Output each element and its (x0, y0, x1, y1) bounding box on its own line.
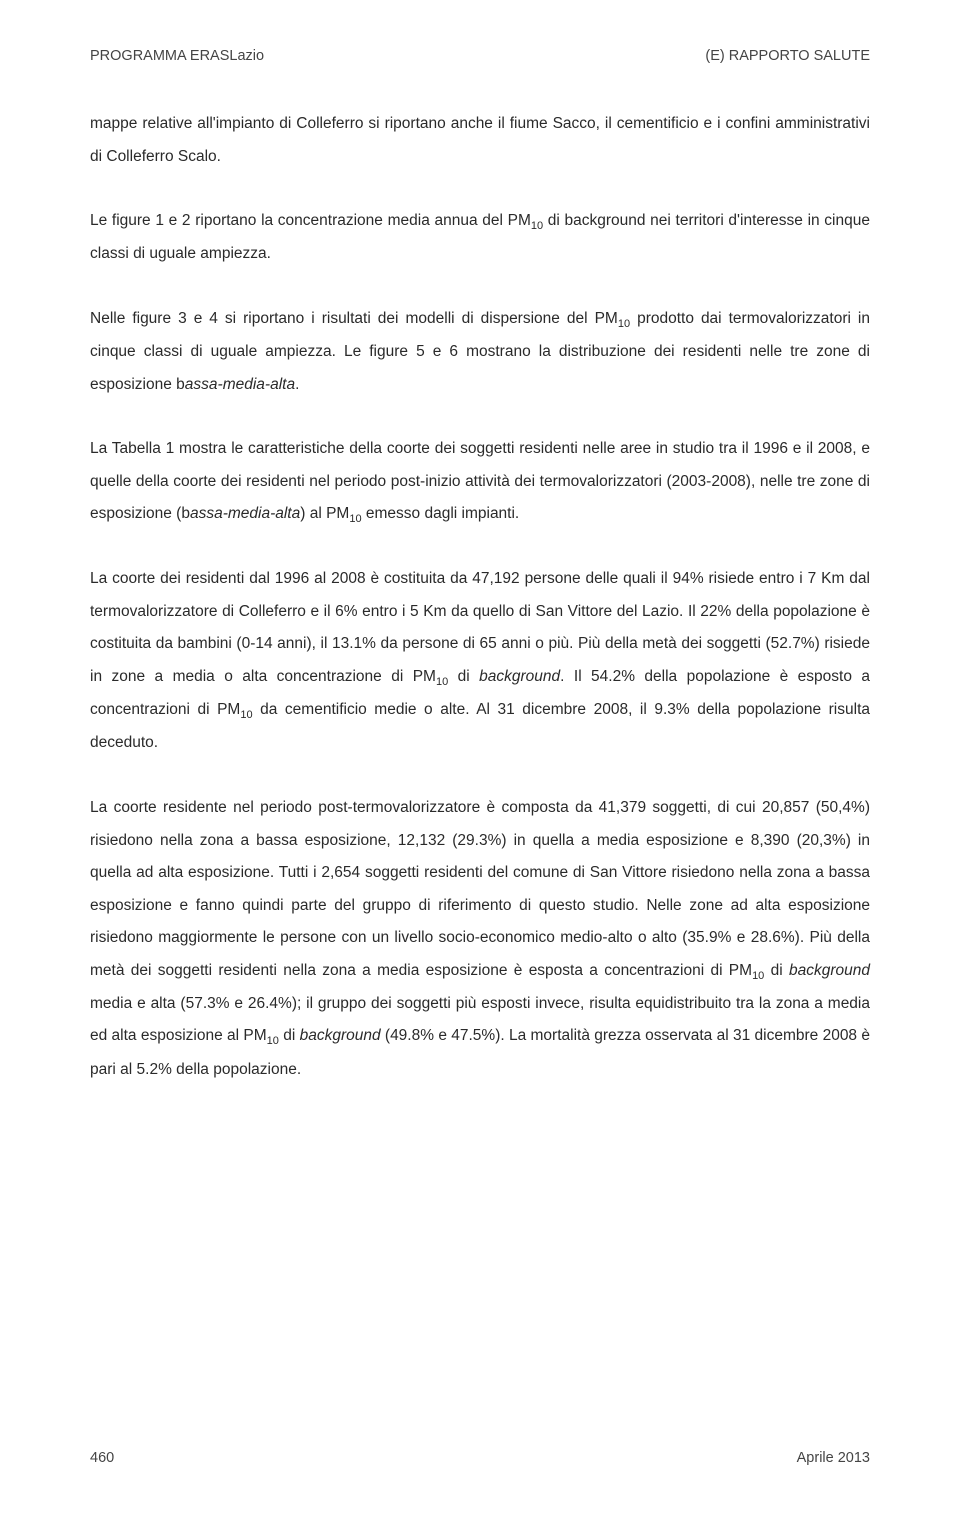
p4-italic: assa-media-alta (190, 505, 300, 522)
p6-text-e: di (279, 1027, 300, 1044)
header-left: PROGRAMMA ERASLazio (90, 48, 264, 64)
p4-text-c: ) al PM (300, 505, 349, 522)
page-header: PROGRAMMA ERASLazio (E) RAPPORTO SALUTE (90, 48, 870, 64)
paragraph-2: Le figure 1 e 2 riportano la concentrazi… (90, 205, 870, 271)
p3-sub: 10 (618, 318, 630, 330)
p2-text-a: Le figure 1 e 2 riportano la concentrazi… (90, 212, 531, 229)
paragraph-3: Nelle figure 3 e 4 si riportano i risult… (90, 303, 870, 401)
header-right: (E) RAPPORTO SALUTE (705, 48, 870, 64)
p5-text-b: di (448, 668, 479, 685)
paragraph-6: La coorte residente nel periodo post-ter… (90, 792, 870, 1086)
paragraph-5: La coorte dei residenti dal 1996 al 2008… (90, 563, 870, 760)
p5-italic1: background (479, 668, 560, 685)
p6-sub2: 10 (267, 1036, 279, 1048)
p6-text-b: di (764, 962, 789, 979)
p4-sub: 10 (349, 513, 361, 525)
p5-sub1: 10 (436, 676, 448, 688)
p1-text: mappe relative all'impianto di Colleferr… (90, 115, 870, 165)
p3-text-a: Nelle figure 3 e 4 si riportano i risult… (90, 310, 618, 327)
p2-sub: 10 (531, 220, 543, 232)
p3-text-d: . (295, 376, 299, 393)
p6-italic1: background (789, 962, 870, 979)
footer-page-number: 460 (90, 1450, 114, 1466)
p6-text-a: La coorte residente nel periodo post-ter… (90, 799, 870, 979)
paragraph-4: La Tabella 1 mostra le caratteristiche d… (90, 433, 870, 531)
p6-sub1: 10 (752, 970, 764, 982)
p3-italic: assa-media-alta (185, 376, 295, 393)
footer-date: Aprile 2013 (797, 1450, 870, 1466)
p5-sub2: 10 (240, 709, 252, 721)
page-footer: 460 Aprile 2013 (90, 1450, 870, 1466)
paragraph-1: mappe relative all'impianto di Colleferr… (90, 108, 870, 173)
p4-text-d: emesso dagli impianti. (362, 505, 520, 522)
p6-italic2: background (300, 1027, 381, 1044)
